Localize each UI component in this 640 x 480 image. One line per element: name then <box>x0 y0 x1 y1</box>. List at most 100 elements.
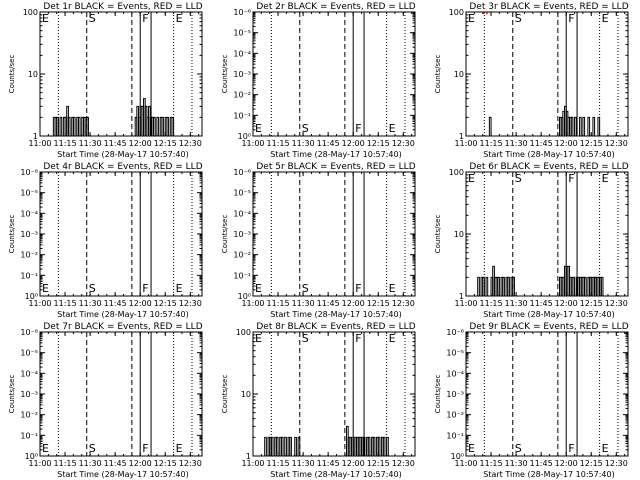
x-tick-label: 12:30 <box>392 299 415 308</box>
x-axis-label: Start Time (28-May-17 10:57:40) <box>57 310 188 319</box>
y-tick-label: 10 <box>454 230 464 239</box>
x-tick-label: 12:15 <box>580 459 603 468</box>
event-bin <box>153 116 156 136</box>
y-tick-label: 10⁻¹ <box>20 271 38 280</box>
x-tick-label: 11:30 <box>292 459 315 468</box>
marker-letter: S <box>515 172 522 185</box>
chart-title: Det 9r BLACK = Events, RED = LLD <box>469 322 628 332</box>
detector-panel-9: Det 9r BLACK = Events, RED = LLD 11:00 11:… <box>426 320 639 480</box>
detector-panel-7: Det 7r BLACK = Events, RED = LLD 11:00 11:… <box>0 320 213 480</box>
plot-frame <box>252 171 416 297</box>
marker-letter: F <box>355 122 361 135</box>
chart-title: Det 5r BLACK = Events, RED = LLD <box>256 162 415 172</box>
x-tick-label: 12:15 <box>154 459 177 468</box>
y-tick-label: 10⁻³ <box>20 230 38 239</box>
event-bin <box>67 116 71 136</box>
x-tick-label: 12:30 <box>392 139 415 148</box>
detector-panel-1: Det 1r BLACK = Events, RED = LLD 11:00 11:… <box>0 0 213 160</box>
x-tick-label: 12:15 <box>580 299 603 308</box>
x-tick-label: 12:15 <box>154 139 177 148</box>
marker-letter: F <box>355 282 361 295</box>
y-tick-label: 1 <box>459 292 464 301</box>
x-tick-label: 11:00 <box>454 299 477 308</box>
x-tick-label: 11:45 <box>530 459 553 468</box>
y-tick-label: 1 <box>246 452 251 461</box>
x-tick-label: 11:45 <box>317 139 340 148</box>
event-bin <box>284 436 287 456</box>
y-tick-label: 10⁰ <box>238 132 251 141</box>
y-tick-label: 10⁻⁵ <box>233 29 251 38</box>
series-events <box>477 265 604 297</box>
marker-letter: F <box>568 12 574 25</box>
marker-letter: E <box>255 282 262 295</box>
event-bin <box>386 436 389 456</box>
y-tick-label: 10⁻⁵ <box>20 349 38 358</box>
y-tick-label: 10⁻⁴ <box>446 369 464 378</box>
marker-letter: S <box>89 12 96 25</box>
detector-panel-5: Det 5r BLACK = Events, RED = LLD 11:00 11:… <box>213 160 426 320</box>
marker-letter: E <box>42 12 49 25</box>
x-tick-label: 11:15 <box>267 459 290 468</box>
marker-letter: E <box>176 12 183 25</box>
event-bin <box>275 436 279 456</box>
x-tick-label: 11:15 <box>267 139 290 148</box>
x-tick-label: 11:45 <box>317 299 340 308</box>
y-axis-label: Counts/sec <box>221 215 229 254</box>
y-tick-label: 10⁻⁵ <box>20 189 38 198</box>
y-tick-label: 10⁻² <box>233 251 251 260</box>
x-tick-label: 12:30 <box>179 459 202 468</box>
y-tick-label: 10⁻² <box>20 411 38 420</box>
x-tick-label: 12:30 <box>392 459 415 468</box>
x-tick-label: 11:30 <box>505 459 528 468</box>
x-tick-label: 12:15 <box>367 139 390 148</box>
x-axis-label: Start Time (28-May-17 10:57:40) <box>57 150 188 159</box>
y-tick-label: 10⁻² <box>446 411 464 420</box>
x-tick-label: 12:00 <box>342 139 365 148</box>
detector-panel-6: Det 6r BLACK = Events, RED = LLD 11:00 11:… <box>426 160 639 320</box>
event-bin <box>482 276 485 296</box>
x-tick-label: 11:00 <box>28 299 51 308</box>
event-bin <box>171 116 175 136</box>
event-bin <box>477 276 480 296</box>
y-tick-label: 1 <box>33 132 38 141</box>
event-bin <box>600 276 604 296</box>
y-tick-label: 10⁻¹ <box>233 271 251 280</box>
event-bin <box>72 116 76 136</box>
y-axis-label: Counts/sec <box>8 375 16 414</box>
x-axis-label: Start Time (28-May-17 10:57:40) <box>483 310 614 319</box>
event-bin <box>270 436 274 456</box>
y-tick-label: 10⁰ <box>25 452 38 461</box>
x-tick-label: 12:00 <box>342 299 365 308</box>
marker-letter: F <box>355 332 361 345</box>
x-tick-label: 11:45 <box>530 139 553 148</box>
x-tick-label: 12:30 <box>605 459 628 468</box>
event-bin <box>59 116 63 136</box>
y-tick-label: 10⁻⁶ <box>20 168 38 177</box>
series-events <box>52 98 177 137</box>
marker-letter: E <box>255 332 262 345</box>
x-axis-label: Start Time (28-May-17 10:57:40) <box>483 470 614 479</box>
y-axis-label: Counts/sec <box>434 215 442 254</box>
marker-letter: F <box>142 442 148 455</box>
plot-frame <box>39 331 203 457</box>
event-bin <box>56 116 59 136</box>
x-tick-label: 11:00 <box>28 459 51 468</box>
marker-letter: E <box>176 282 183 295</box>
y-tick-label: 10⁻⁴ <box>233 209 251 218</box>
y-axis-label: Counts/sec <box>434 55 442 94</box>
event-bin <box>507 276 510 296</box>
marker-letter: E <box>468 442 475 455</box>
y-axis-label: Counts/sec <box>221 375 229 414</box>
marker-letter: S <box>515 442 522 455</box>
y-tick-label: 10 <box>28 70 38 79</box>
event-bin <box>592 116 596 136</box>
chart-title: Det 1r BLACK = Events, RED = LLD <box>43 2 202 12</box>
x-tick-label: 11:00 <box>28 139 51 148</box>
y-tick-label: 10⁰ <box>451 452 464 461</box>
chart-title: Det 3r BLACK = Events, RED = LLD <box>469 2 628 12</box>
y-tick-label: 10⁻⁴ <box>233 49 251 58</box>
